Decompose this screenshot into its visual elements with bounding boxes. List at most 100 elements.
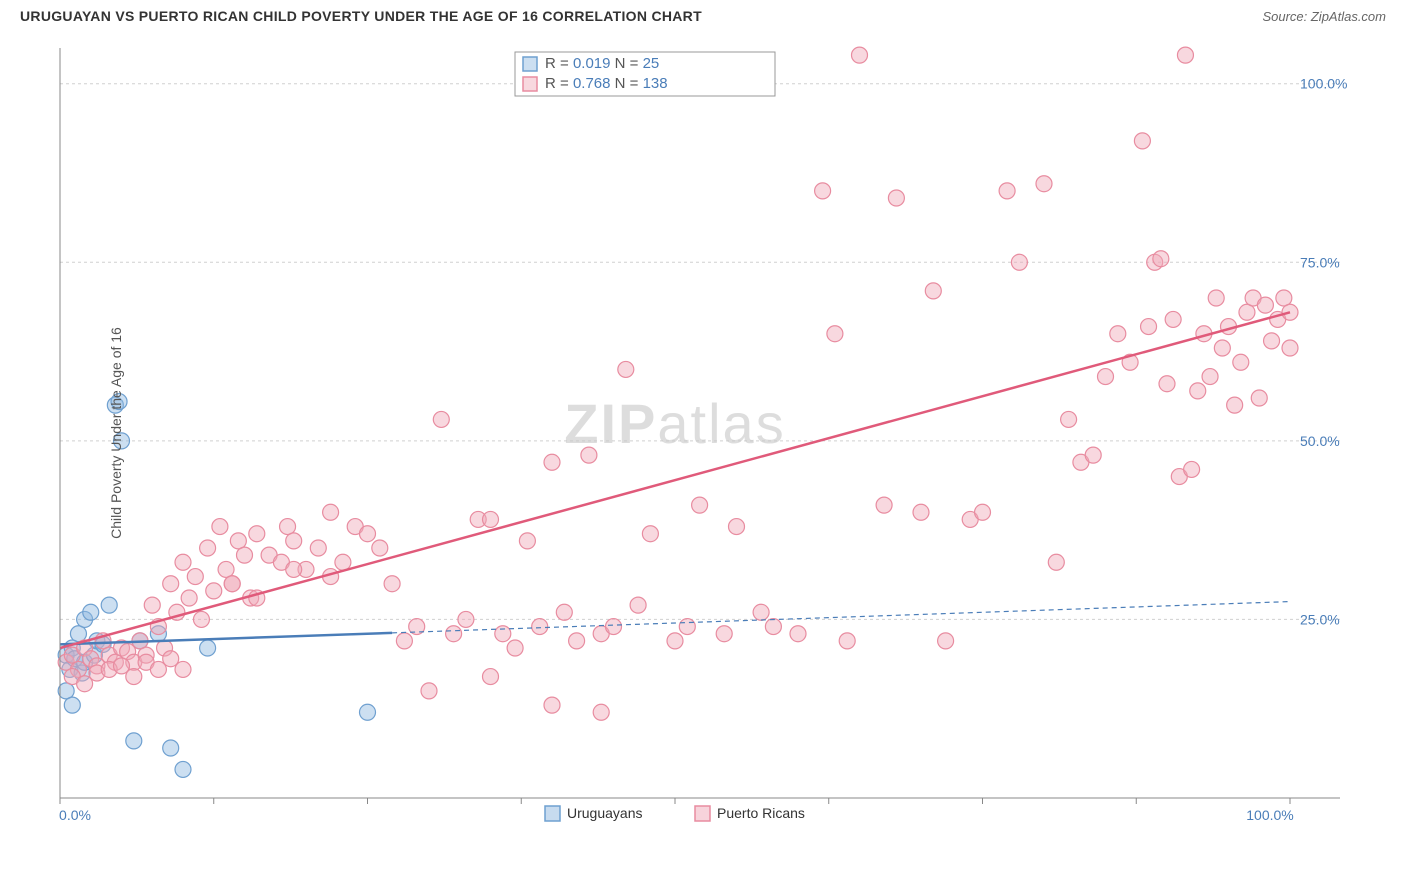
scatter-point (1098, 369, 1114, 385)
scatter-point (144, 597, 160, 613)
scatter-point (249, 526, 265, 542)
stat-row: R = 0.768 N = 138 (545, 75, 668, 92)
y-tick-label: 25.0% (1300, 611, 1340, 627)
scatter-point (163, 576, 179, 592)
legend-swatch (545, 806, 560, 821)
scatter-point (630, 597, 646, 613)
scatter-point (1264, 333, 1280, 349)
scatter-point (815, 183, 831, 199)
scatter-point (64, 697, 80, 713)
legend-label: Puerto Ricans (717, 805, 805, 821)
scatter-point (1036, 176, 1052, 192)
scatter-point (218, 561, 234, 577)
scatter-point (280, 519, 296, 535)
y-tick-label: 75.0% (1300, 254, 1340, 270)
scatter-point (606, 619, 622, 635)
scatter-point (495, 626, 511, 642)
scatter-point (852, 47, 868, 63)
scatter-point (310, 540, 326, 556)
scatter-point (1061, 411, 1077, 427)
x-tick-label: 100.0% (1246, 807, 1293, 823)
scatter-point (323, 504, 339, 520)
chart-title: URUGUAYAN VS PUERTO RICAN CHILD POVERTY … (20, 8, 702, 24)
title-bar: URUGUAYAN VS PUERTO RICAN CHILD POVERTY … (0, 0, 1406, 28)
scatter-point (286, 533, 302, 549)
source-value: ZipAtlas.com (1311, 9, 1386, 24)
scatter-point (1251, 390, 1267, 406)
trend-line-solid (60, 312, 1290, 648)
scatter-point (544, 697, 560, 713)
scatter-point (876, 497, 892, 513)
scatter-point (1239, 304, 1255, 320)
scatter-point (569, 633, 585, 649)
scatter-point (193, 611, 209, 627)
trend-line-dashed (392, 602, 1290, 633)
watermark: ZIPatlas (564, 392, 785, 455)
scatter-chart: 25.0%50.0%75.0%100.0%ZIPatlas0.0%100.0%R… (20, 28, 1360, 838)
scatter-point (618, 361, 634, 377)
scatter-point (1085, 447, 1101, 463)
scatter-point (913, 504, 929, 520)
scatter-point (692, 497, 708, 513)
scatter-point (729, 519, 745, 535)
scatter-point (230, 533, 246, 549)
scatter-point (1177, 47, 1193, 63)
scatter-point (938, 633, 954, 649)
x-tick-label: 0.0% (59, 807, 91, 823)
scatter-point (667, 633, 683, 649)
scatter-point (224, 576, 240, 592)
scatter-point (544, 454, 560, 470)
scatter-point (421, 683, 437, 699)
legend-swatch (695, 806, 710, 821)
scatter-point (1165, 311, 1181, 327)
scatter-point (1208, 290, 1224, 306)
scatter-point (286, 561, 302, 577)
scatter-point (360, 704, 376, 720)
scatter-point (716, 626, 732, 642)
scatter-point (1202, 369, 1218, 385)
scatter-point (396, 633, 412, 649)
scatter-point (372, 540, 388, 556)
scatter-point (999, 183, 1015, 199)
scatter-point (163, 740, 179, 756)
source-label: Source: (1262, 9, 1310, 24)
scatter-point (175, 761, 191, 777)
scatter-point (753, 604, 769, 620)
scatter-point (212, 519, 228, 535)
scatter-point (925, 283, 941, 299)
scatter-point (1134, 133, 1150, 149)
scatter-point (593, 704, 609, 720)
stat-swatch (523, 77, 537, 91)
scatter-point (1153, 251, 1169, 267)
scatter-point (1048, 554, 1064, 570)
scatter-point (126, 733, 142, 749)
scatter-point (58, 683, 74, 699)
scatter-point (581, 447, 597, 463)
scatter-point (1011, 254, 1027, 270)
scatter-point (1159, 376, 1175, 392)
scatter-point (556, 604, 572, 620)
scatter-point (839, 633, 855, 649)
source-attribution: Source: ZipAtlas.com (1262, 9, 1386, 24)
scatter-point (1282, 340, 1298, 356)
scatter-point (1233, 354, 1249, 370)
stat-swatch (523, 57, 537, 71)
scatter-point (200, 540, 216, 556)
scatter-point (237, 547, 253, 563)
legend-label: Uruguayans (567, 805, 643, 821)
chart-container: Child Poverty Under the Age of 16 25.0%5… (20, 28, 1386, 838)
scatter-point (1184, 461, 1200, 477)
scatter-point (519, 533, 535, 549)
y-axis-label: Child Poverty Under the Age of 16 (108, 327, 124, 539)
scatter-point (888, 190, 904, 206)
scatter-point (181, 590, 197, 606)
scatter-point (1276, 290, 1292, 306)
scatter-point (790, 626, 806, 642)
scatter-point (83, 604, 99, 620)
scatter-point (175, 661, 191, 677)
scatter-point (126, 669, 142, 685)
scatter-point (70, 626, 86, 642)
scatter-point (1227, 397, 1243, 413)
scatter-point (1214, 340, 1230, 356)
scatter-point (483, 669, 499, 685)
